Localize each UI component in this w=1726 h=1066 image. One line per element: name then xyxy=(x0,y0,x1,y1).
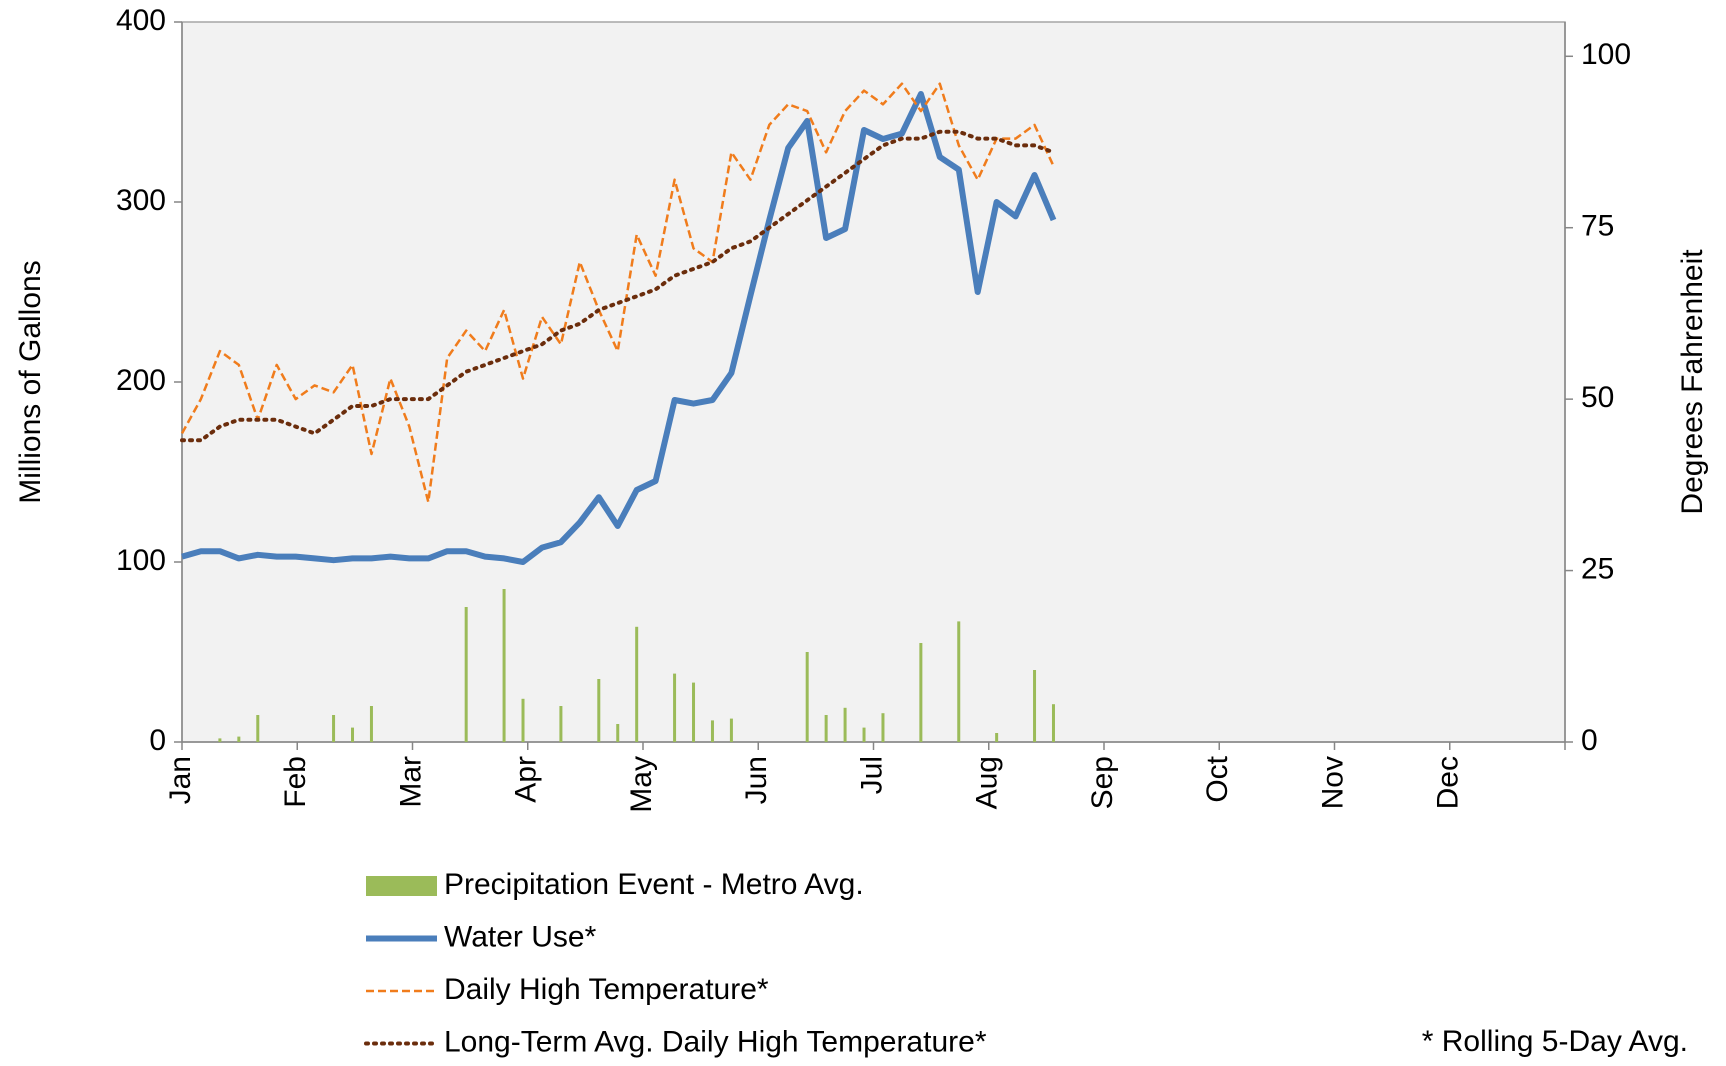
y2-tick-label: 50 xyxy=(1581,381,1614,414)
bar xyxy=(616,724,620,742)
footnote: * Rolling 5-Day Avg. xyxy=(1422,1025,1688,1058)
bar xyxy=(521,698,525,742)
y2-tick-label: 75 xyxy=(1581,210,1614,243)
bar xyxy=(710,720,714,742)
y2-axis-label: Degrees Fahrenheit xyxy=(1676,249,1709,515)
bar xyxy=(256,715,260,742)
bar xyxy=(1051,704,1055,742)
bar xyxy=(881,713,885,742)
line-series xyxy=(181,91,1057,565)
legend-label: Daily High Temperature* xyxy=(444,973,769,1006)
line-series xyxy=(180,82,1055,504)
x-tick-label: Feb xyxy=(279,756,312,808)
legend-label: Precipitation Event - Metro Avg. xyxy=(444,868,864,901)
legend-label: Long-Term Avg. Daily High Temperature* xyxy=(444,1025,987,1058)
legend-swatch xyxy=(366,876,437,896)
bar xyxy=(464,607,468,742)
line-series xyxy=(180,129,1056,443)
bar xyxy=(862,727,866,742)
y-tick-label: 400 xyxy=(116,4,166,37)
y-tick-label: 300 xyxy=(116,184,166,217)
bar xyxy=(351,727,355,742)
y2-tick-label: 0 xyxy=(1581,724,1598,757)
x-tick-label: Dec xyxy=(1432,756,1465,809)
x-tick-label: Mar xyxy=(394,756,427,808)
bar xyxy=(332,715,336,742)
bar xyxy=(559,706,563,742)
bar xyxy=(995,733,999,742)
bar xyxy=(218,738,222,742)
x-tick-label: Jul xyxy=(855,756,888,794)
x-tick-label: Aug xyxy=(971,756,1004,809)
x-tick-label: Jun xyxy=(740,756,773,804)
bar xyxy=(635,626,639,742)
y-tick-label: 100 xyxy=(116,544,166,577)
x-tick-label: Sep xyxy=(1086,756,1119,809)
x-tick-label: Apr xyxy=(510,756,543,803)
y2-tick-label: 100 xyxy=(1581,38,1631,71)
bar xyxy=(369,706,373,742)
bar xyxy=(824,715,828,742)
y2-tick-label: 25 xyxy=(1581,552,1614,585)
x-tick-label: May xyxy=(625,756,658,813)
legend-label: Water Use* xyxy=(444,920,597,953)
bar xyxy=(729,718,733,742)
bar xyxy=(502,589,506,742)
x-tick-label: Jan xyxy=(164,756,197,804)
y-tick-label: 0 xyxy=(149,724,166,757)
plot-area xyxy=(181,21,1566,743)
bar xyxy=(237,736,241,742)
bar xyxy=(805,652,809,742)
x-tick-label: Oct xyxy=(1201,755,1234,802)
bar xyxy=(843,707,847,742)
y-axis-label: Millions of Gallons xyxy=(14,260,47,503)
x-tick-label: Nov xyxy=(1316,756,1349,809)
y-tick-label: 200 xyxy=(116,364,166,397)
bar xyxy=(957,621,961,742)
bar xyxy=(692,682,696,742)
bar xyxy=(597,679,601,742)
bar xyxy=(919,643,923,742)
bar xyxy=(673,673,677,742)
bar xyxy=(1033,670,1037,742)
